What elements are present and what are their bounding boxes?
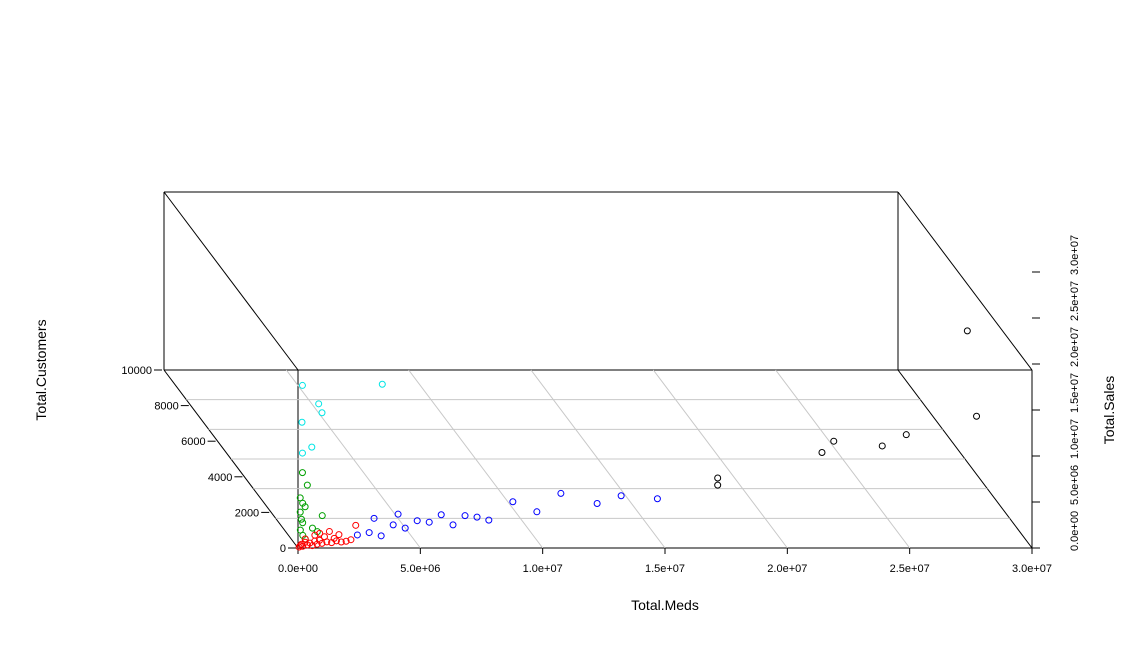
data-point <box>298 381 306 389</box>
data-point <box>318 539 326 547</box>
data-point <box>714 474 722 482</box>
data-point <box>330 534 338 542</box>
data-point <box>308 524 316 532</box>
y-tick-label: 1.5e+07 <box>1069 373 1081 413</box>
data-point <box>437 511 445 519</box>
data-point <box>332 537 340 545</box>
data-point <box>557 489 565 497</box>
data-point <box>473 513 481 521</box>
y-tick-label: 1.0e+07 <box>1069 419 1081 459</box>
data-point <box>318 409 326 417</box>
x-axis-title: Total.Meds <box>631 597 699 613</box>
data-point <box>830 437 838 445</box>
grid-line-x <box>652 369 788 549</box>
data-point <box>296 508 304 516</box>
grid-line-x <box>285 369 421 549</box>
z-tick-label: 2000 <box>235 507 259 519</box>
box-edge <box>163 191 299 371</box>
box-edge <box>897 191 1033 371</box>
data-points <box>295 327 981 551</box>
z-tick-label: 8000 <box>154 401 178 413</box>
data-point <box>533 508 541 516</box>
data-point <box>311 531 319 539</box>
data-point <box>878 442 886 450</box>
data-point <box>352 521 360 529</box>
x-tick-label: 0.0e+00 <box>278 563 318 575</box>
data-point <box>347 536 355 544</box>
data-point <box>370 514 378 522</box>
data-point <box>485 516 493 524</box>
data-point <box>449 521 457 529</box>
data-point <box>325 527 333 535</box>
data-point <box>298 418 306 426</box>
axis-ticks: 0.0e+00 5.0e+06 1.0e+07 1.5e+07 2.0e+07 2.5e+… <box>121 235 1081 575</box>
x-tick-label: 1.5e+07 <box>645 563 685 575</box>
y-tick-label: 0.0e+00 <box>1069 511 1081 551</box>
data-point <box>509 498 517 506</box>
data-point <box>461 512 469 520</box>
grid-lines <box>186 369 1010 549</box>
z-axis-title: Total.Customers <box>33 319 49 420</box>
z-tick-label: 4000 <box>208 472 232 484</box>
data-point <box>299 519 307 527</box>
y-axis-title: Total.Sales <box>1101 376 1117 444</box>
data-point <box>389 521 397 529</box>
y-tick-label: 2.5e+07 <box>1069 281 1081 321</box>
grid-line-x <box>530 369 666 549</box>
x-tick-label: 1.0e+07 <box>523 563 563 575</box>
data-point <box>298 449 306 457</box>
data-point <box>413 517 421 525</box>
data-point <box>394 510 402 518</box>
x-tick-label: 2.5e+07 <box>890 563 930 575</box>
data-point <box>593 500 601 507</box>
data-point <box>318 512 326 520</box>
data-point <box>365 529 373 537</box>
data-point <box>902 431 910 439</box>
data-point <box>298 469 306 477</box>
data-point <box>653 495 661 503</box>
x-tick-label: 5.0e+06 <box>400 563 440 575</box>
data-point <box>308 443 316 451</box>
data-point <box>301 503 309 511</box>
data-point <box>818 448 826 456</box>
data-point <box>299 499 307 507</box>
data-point <box>617 492 625 500</box>
data-point <box>315 400 323 408</box>
data-point <box>303 481 311 489</box>
data-point <box>401 524 409 532</box>
y-tick-label: 5.0e+06 <box>1069 465 1081 505</box>
data-point <box>973 412 981 420</box>
data-point <box>353 531 361 539</box>
data-point <box>714 481 722 489</box>
data-point <box>301 535 309 543</box>
data-point <box>342 537 350 545</box>
z-tick-label: 0 <box>280 543 286 555</box>
grid-line-x <box>775 369 911 549</box>
z-tick-label: 6000 <box>181 436 205 448</box>
y-tick-label: 2.0e+07 <box>1069 327 1081 367</box>
data-point <box>297 515 305 523</box>
data-point <box>335 531 343 539</box>
data-point <box>337 538 345 546</box>
data-point <box>299 531 307 539</box>
grid-line-x <box>408 369 544 549</box>
data-point <box>320 533 328 541</box>
y-tick-label: 3.0e+07 <box>1069 235 1081 275</box>
data-point <box>378 380 386 388</box>
plot-box <box>163 191 1033 549</box>
data-point <box>963 327 971 335</box>
data-point <box>425 518 433 526</box>
z-tick-label: 10000 <box>121 365 152 377</box>
data-point <box>316 529 324 537</box>
data-point <box>377 532 385 540</box>
x-tick-label: 3.0e+07 <box>1012 563 1052 575</box>
x-tick-label: 2.0e+07 <box>767 563 807 575</box>
